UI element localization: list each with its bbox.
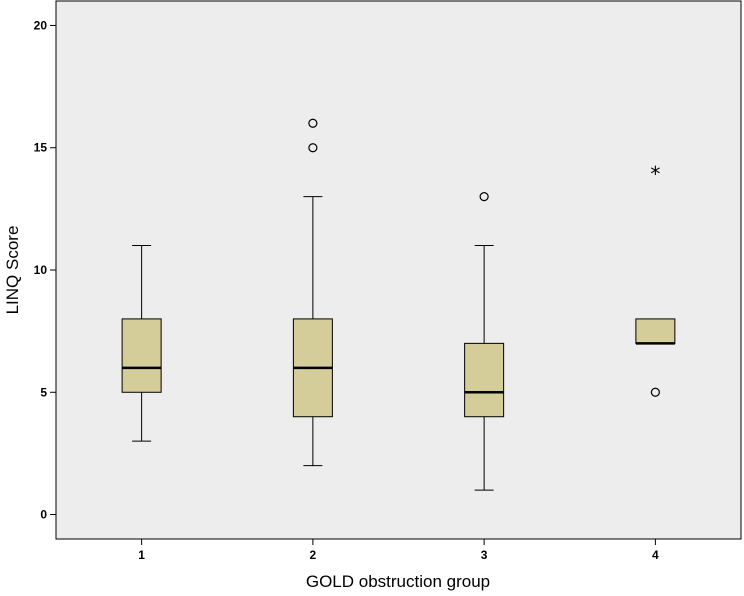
y-tick-label: 10 [34, 263, 48, 277]
outlier-point [308, 143, 318, 153]
box-4: * [635, 162, 676, 397]
plot-area [55, 0, 742, 540]
box-body [464, 342, 505, 418]
x-tick-label: 4 [652, 548, 659, 562]
y-tick-label: 15 [34, 141, 48, 155]
x-tick-label: 1 [138, 548, 145, 562]
box-body [635, 318, 676, 344]
box-3 [464, 192, 505, 491]
x-axis-title: GOLD obstruction group [306, 572, 490, 591]
outlier-point [650, 387, 660, 397]
box-1 [121, 245, 162, 442]
y-tick-label: 5 [40, 385, 47, 399]
box-2 [292, 118, 333, 467]
x-axis: 1 2 3 4 [138, 539, 659, 562]
outlier-point [308, 118, 318, 128]
extreme-point: * [650, 162, 660, 186]
y-axis-title: LINQ Score [3, 226, 22, 315]
box-body [121, 318, 162, 393]
x-tick-label: 3 [481, 548, 488, 562]
outlier-point [479, 192, 489, 202]
boxes-group: * [121, 118, 676, 491]
x-tick-label: 2 [310, 548, 317, 562]
y-axis: 0 5 10 15 20 [34, 18, 56, 522]
y-tick-label: 20 [34, 18, 48, 32]
y-tick-label: 0 [40, 508, 47, 522]
